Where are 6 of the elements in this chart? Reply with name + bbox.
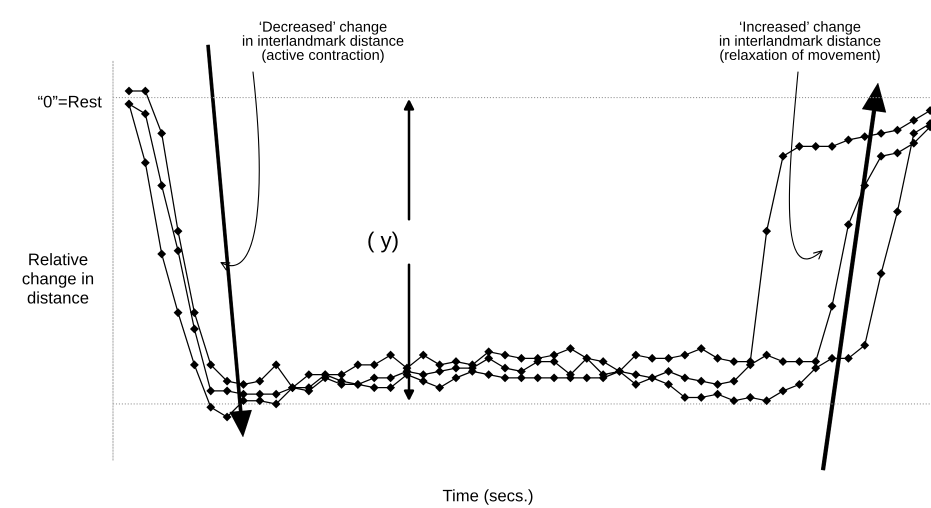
ref-line-label: “0”=Rest [38,96,102,108]
text: ‘Decreased’ change in interlandmark distance (active contraction) [242,21,404,63]
x-axis-title: Time (secs.) [442,489,532,505]
text: ‘Increased’ change in interlandmark distance (relaxation of movement) [720,21,880,63]
y-axis-title: Relative change in distance [22,253,94,304]
annotation: ( y) [368,232,398,252]
